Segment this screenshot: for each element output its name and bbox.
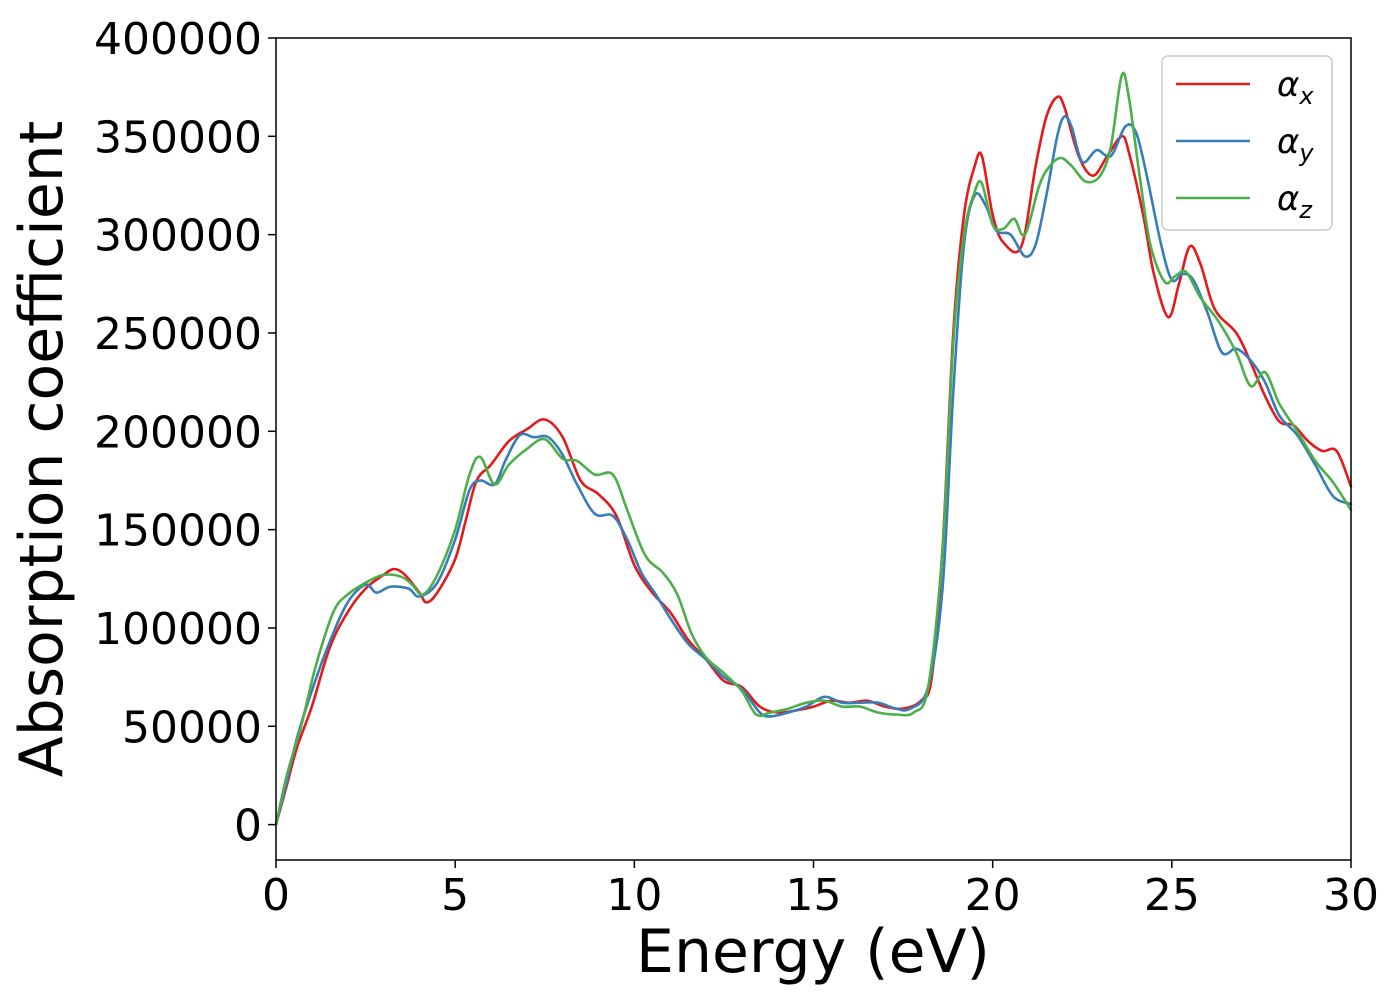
x-tick-label: 25 — [1144, 870, 1200, 921]
x-tick-label: 0 — [262, 870, 290, 921]
y-tick-label: 400000 — [94, 14, 262, 65]
y-tick-label: 50000 — [122, 702, 262, 753]
series-line-z — [274, 71, 1353, 826]
legend-label-x: αx — [1277, 65, 1314, 110]
legend: αx αy αz — [1161, 55, 1333, 231]
x-tick-label: 10 — [606, 870, 662, 921]
y-tick-label: 0 — [234, 801, 262, 852]
x-tick-label: 15 — [786, 870, 842, 921]
x-tick-label: 5 — [441, 870, 469, 921]
y-tick-label: 100000 — [94, 604, 262, 655]
series-line-y — [274, 115, 1353, 826]
legend-box — [1161, 55, 1333, 231]
y-tick-label: 300000 — [94, 211, 262, 262]
x-tick-label: 20 — [965, 870, 1021, 921]
x-axis-ticks: 0 5 10 15 20 25 30 — [262, 860, 1379, 921]
x-axis-title: Energy (eV) — [636, 917, 990, 987]
y-tick-label: 200000 — [94, 407, 262, 458]
x-tick-label: 30 — [1323, 870, 1379, 921]
series-layer — [274, 71, 1353, 826]
y-tick-label: 250000 — [94, 309, 262, 360]
y-axis-title: Absorption coefficient — [7, 121, 77, 778]
y-tick-label: 150000 — [94, 506, 262, 557]
y-tick-label: 350000 — [94, 112, 262, 163]
series-line-x — [274, 95, 1353, 826]
legend-label-y: αy — [1277, 122, 1314, 167]
legend-label-z: αz — [1277, 179, 1313, 224]
y-axis-ticks: 0 50000 100000 150000 200000 250000 300000 3500… — [94, 14, 276, 852]
